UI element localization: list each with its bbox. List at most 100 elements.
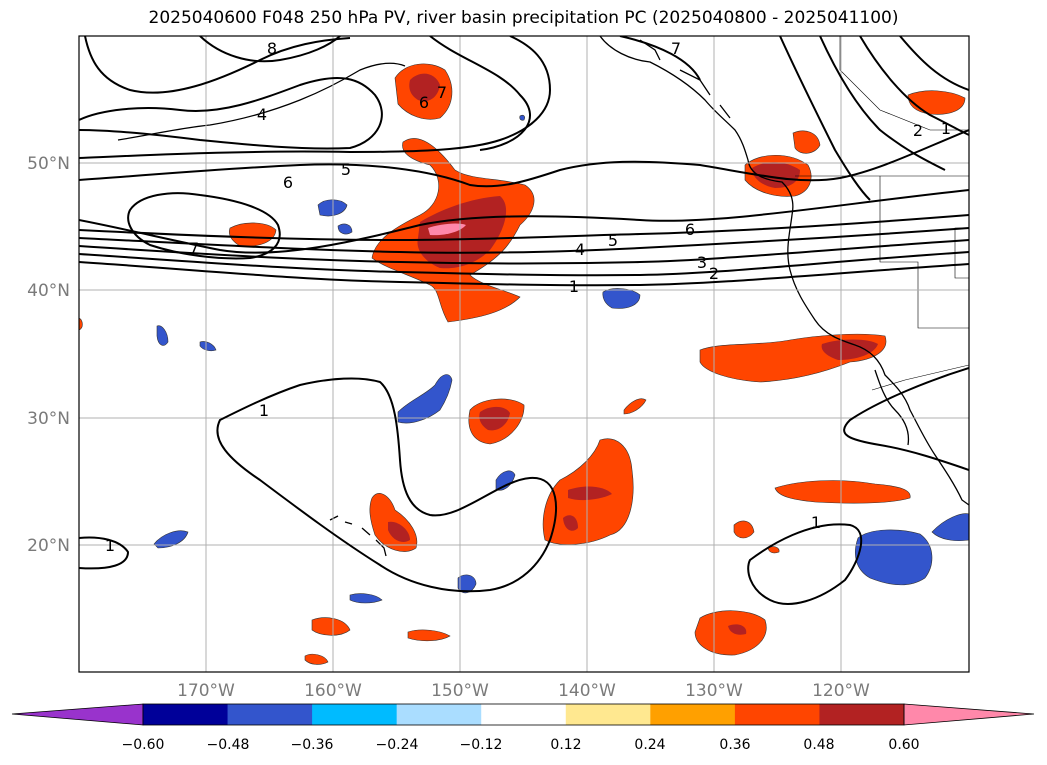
contour-label-7-gulf: 7 <box>437 83 447 102</box>
colorbar-segment <box>481 704 567 725</box>
precip-area-23n-155w-core <box>388 521 410 542</box>
lon-label-150w: 150°W <box>431 681 489 701</box>
pv-contour-2 <box>79 251 969 277</box>
pv-contour-11 <box>84 36 351 94</box>
precip-negative-areas <box>153 114 969 604</box>
lon-label-130w: 130°W <box>685 681 743 701</box>
contour-label-8: 8 <box>267 39 277 58</box>
pv-contour-labels: 8 7 4 6 7 5 6 7 6 5 4 3 2 1 2 1 1 1 1 <box>105 39 951 555</box>
precip-area-14n-131w <box>694 610 767 656</box>
contour-label-7-west: 7 <box>189 239 199 258</box>
lat-label-20n: 20°N <box>27 536 70 556</box>
pv-contour-7 <box>79 129 969 188</box>
pv-contour-13 <box>429 36 531 151</box>
precip-area-20n-129w-tiny <box>767 546 780 554</box>
lon-label-140w: 140°W <box>558 681 616 701</box>
precip-neg-area-6 <box>397 374 453 424</box>
precip-area-wa-coast-core <box>752 162 800 188</box>
colorbar-segments <box>143 704 905 725</box>
colorbar-extend-left <box>11 703 144 726</box>
precip-neg-area-10 <box>349 593 383 604</box>
contour-label-2-east: 2 <box>709 264 719 283</box>
colorbar-tick-label: 0.12 <box>550 737 581 753</box>
contour-label-1-south: 1 <box>259 401 269 420</box>
precip-area-bc-small <box>792 130 821 154</box>
gridlines <box>79 36 969 672</box>
pv-contour-1-se <box>747 523 863 605</box>
precip-area-ne-corner <box>907 90 966 115</box>
precip-area-ca-offshore-core <box>821 339 878 360</box>
precip-area-21n-131w <box>733 520 755 539</box>
precip-area-25n-139w-core2 <box>563 515 578 531</box>
lat-label-50n: 50°N <box>27 154 70 174</box>
precip-area-30n-140w-core <box>479 406 510 431</box>
precip-area-central-peak <box>428 223 466 236</box>
pv-contour-4 <box>79 227 969 254</box>
precip-area-12n-153w <box>407 629 451 642</box>
colorbar-frame <box>142 703 905 726</box>
colorbar-segment <box>650 704 736 725</box>
precip-neg-area-8 <box>153 530 189 549</box>
contour-label-3: 3 <box>697 253 707 272</box>
colorbar-segment <box>227 704 313 725</box>
map-title: 2025040600 F048 250 hPa PV, river basin … <box>148 8 899 28</box>
pv-contour-3 <box>79 239 969 265</box>
colorbar-tick-label: 0.24 <box>634 737 665 753</box>
precip-neg-area-11 <box>855 529 933 586</box>
pv-contour-1 <box>79 261 969 287</box>
contour-label-4: 4 <box>257 105 267 124</box>
precip-neg-area-7 <box>495 470 516 491</box>
precip-neg-area-3 <box>602 288 641 309</box>
precip-area-31n-136w <box>623 398 647 415</box>
precip-area-13n-160w <box>311 617 351 636</box>
precip-area-25n-139w-core <box>568 486 612 501</box>
contour-label-5-east: 5 <box>608 231 618 250</box>
pv-contour-1-east <box>843 367 969 471</box>
colorbar-tick-label: −0.12 <box>460 737 503 753</box>
lat-label-30n: 30°N <box>27 409 70 429</box>
pv-contour-10 <box>79 77 383 150</box>
latitude-labels: 20°N 30°N 40°N 50°N <box>27 154 70 556</box>
colorbar-segment <box>819 704 905 725</box>
colorbar-tick-label: 0.36 <box>719 737 750 753</box>
contour-label-6-west: 6 <box>283 173 293 192</box>
pv-contour-8 <box>79 36 552 159</box>
precip-area-10n-161w <box>304 653 329 665</box>
precip-neg-area-12 <box>931 513 969 542</box>
precip-positive-areas <box>79 63 966 665</box>
pv-contour-5 <box>79 214 969 242</box>
pv-contours <box>79 36 969 605</box>
lon-label-170w: 170°W <box>177 681 235 701</box>
contour-label-6-top: 6 <box>419 93 429 112</box>
colorbar-extend-right <box>903 703 1035 726</box>
longitude-labels: 170°W 160°W 150°W 140°W 130°W 120°W <box>177 681 870 701</box>
colorbar-tick-label: −0.24 <box>376 737 419 753</box>
colorbar-tick-label: 0.48 <box>803 737 834 753</box>
colorbar-segment <box>734 704 820 725</box>
contour-label-1-east: 1 <box>569 277 579 296</box>
colorbar-tick-labels: −0.60 −0.48 −0.36 −0.24 −0.12 0.12 0.24 … <box>122 737 920 753</box>
contour-label-5-west: 5 <box>341 160 351 179</box>
precip-area-central-core <box>417 196 507 269</box>
island-hawaii <box>329 515 387 557</box>
pv-contour-1-sw <box>79 536 130 570</box>
coastline-aleutians <box>117 62 406 141</box>
colorbar-segment <box>312 704 398 725</box>
contour-label-7-top: 7 <box>671 39 681 58</box>
precip-neg-area-tiny <box>519 114 525 121</box>
lon-label-160w: 160°W <box>304 681 362 701</box>
lat-label-40n: 40°N <box>27 281 70 301</box>
precip-area-14n-131w-core <box>728 624 747 635</box>
border-state-3 <box>839 36 969 131</box>
pv-contour-1-south <box>216 377 557 593</box>
precip-neg-area-4 <box>156 325 169 346</box>
map-frame <box>78 35 970 673</box>
colorbar-tick-label: −0.48 <box>207 737 250 753</box>
pv-contour-9 <box>127 192 281 260</box>
coastline-baja <box>874 369 910 446</box>
pv-contour-12 <box>199 36 341 63</box>
colorbar-segment <box>143 704 229 725</box>
coastlines <box>117 36 969 557</box>
colorbar-segment <box>396 704 482 725</box>
